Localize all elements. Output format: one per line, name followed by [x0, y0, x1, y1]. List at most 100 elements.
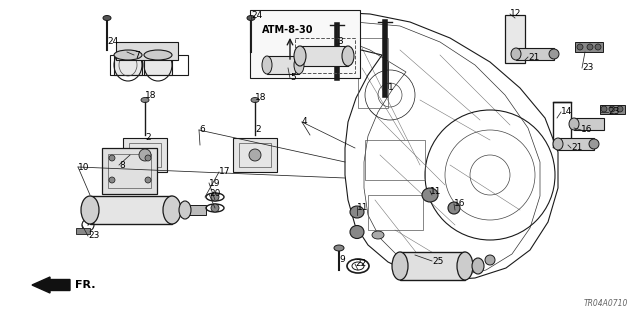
- Text: 23: 23: [608, 108, 620, 116]
- Text: 12: 12: [510, 10, 522, 19]
- Bar: [574, 118, 604, 130]
- Bar: [233, 138, 277, 172]
- Ellipse shape: [511, 48, 521, 60]
- Bar: [129, 143, 161, 167]
- Text: 23: 23: [88, 232, 99, 241]
- Text: 16: 16: [581, 125, 593, 135]
- Bar: [250, 10, 360, 78]
- Text: 2: 2: [145, 133, 150, 143]
- Bar: [90, 196, 172, 224]
- Ellipse shape: [589, 139, 599, 149]
- Bar: [239, 143, 271, 167]
- Ellipse shape: [422, 188, 438, 202]
- Text: 20: 20: [209, 189, 220, 198]
- Circle shape: [145, 155, 151, 161]
- Circle shape: [601, 106, 607, 112]
- Ellipse shape: [81, 196, 99, 224]
- Text: 7: 7: [134, 50, 140, 60]
- Ellipse shape: [342, 46, 354, 66]
- Text: 21: 21: [571, 144, 582, 152]
- Bar: [358, 38, 388, 108]
- Circle shape: [145, 177, 151, 183]
- Ellipse shape: [144, 50, 172, 60]
- Text: 18: 18: [255, 93, 266, 101]
- Circle shape: [109, 155, 115, 161]
- Text: 10: 10: [78, 162, 90, 172]
- Ellipse shape: [251, 98, 259, 102]
- Bar: [400, 252, 465, 280]
- Text: 21: 21: [528, 53, 540, 62]
- Circle shape: [139, 149, 151, 161]
- Text: 23: 23: [582, 63, 593, 72]
- Text: 9: 9: [339, 255, 345, 263]
- Bar: [575, 42, 603, 52]
- Bar: [300, 46, 348, 66]
- Text: 11: 11: [430, 187, 442, 196]
- Text: 18: 18: [145, 92, 157, 100]
- FancyArrow shape: [32, 277, 70, 293]
- Ellipse shape: [163, 196, 181, 224]
- Ellipse shape: [569, 118, 579, 130]
- Circle shape: [617, 106, 623, 112]
- Bar: [295, 38, 355, 73]
- Ellipse shape: [334, 245, 344, 251]
- Text: 24: 24: [251, 11, 262, 20]
- Ellipse shape: [350, 206, 364, 218]
- Text: 22: 22: [355, 259, 366, 269]
- Ellipse shape: [247, 16, 255, 20]
- Bar: [116, 42, 178, 60]
- Bar: [188, 205, 206, 215]
- Text: 16: 16: [454, 199, 465, 209]
- Circle shape: [249, 149, 261, 161]
- Circle shape: [609, 106, 615, 112]
- Text: 24: 24: [107, 38, 118, 47]
- Ellipse shape: [448, 202, 460, 214]
- Bar: [76, 228, 90, 234]
- Bar: [267, 56, 299, 74]
- Text: TR04A0710: TR04A0710: [584, 299, 628, 308]
- Text: 11: 11: [357, 203, 369, 211]
- Ellipse shape: [392, 252, 408, 280]
- Bar: [114, 55, 142, 75]
- Ellipse shape: [294, 46, 306, 66]
- Bar: [516, 48, 554, 60]
- Ellipse shape: [372, 231, 384, 239]
- Bar: [600, 105, 625, 114]
- Bar: [505, 15, 525, 63]
- Bar: [553, 102, 571, 147]
- Text: 6: 6: [199, 125, 205, 135]
- Bar: [123, 138, 167, 172]
- Text: 3: 3: [337, 38, 343, 47]
- Bar: [108, 154, 151, 188]
- Bar: [144, 55, 172, 75]
- Text: 19: 19: [209, 179, 221, 188]
- Ellipse shape: [485, 255, 495, 265]
- Text: 14: 14: [561, 108, 572, 116]
- Circle shape: [109, 177, 115, 183]
- Text: 5: 5: [290, 73, 296, 83]
- Circle shape: [211, 204, 219, 212]
- Circle shape: [577, 44, 583, 50]
- Bar: [102, 148, 157, 194]
- Text: 17: 17: [219, 167, 230, 176]
- Bar: [365, 140, 425, 180]
- Ellipse shape: [179, 201, 191, 219]
- Circle shape: [211, 193, 219, 201]
- Text: 1: 1: [388, 84, 394, 93]
- Ellipse shape: [350, 226, 364, 239]
- Ellipse shape: [472, 258, 484, 274]
- Text: ATM-8-30: ATM-8-30: [262, 25, 314, 35]
- Ellipse shape: [294, 56, 304, 74]
- Bar: [558, 138, 594, 150]
- Ellipse shape: [103, 16, 111, 20]
- Text: 2: 2: [255, 124, 260, 133]
- Text: 4: 4: [302, 117, 308, 127]
- Ellipse shape: [141, 98, 149, 102]
- Text: FR.: FR.: [75, 280, 95, 290]
- Ellipse shape: [457, 252, 473, 280]
- Text: 25: 25: [432, 256, 444, 265]
- Ellipse shape: [262, 56, 272, 74]
- Ellipse shape: [553, 138, 563, 150]
- Bar: [368, 195, 423, 230]
- Bar: [110, 55, 188, 75]
